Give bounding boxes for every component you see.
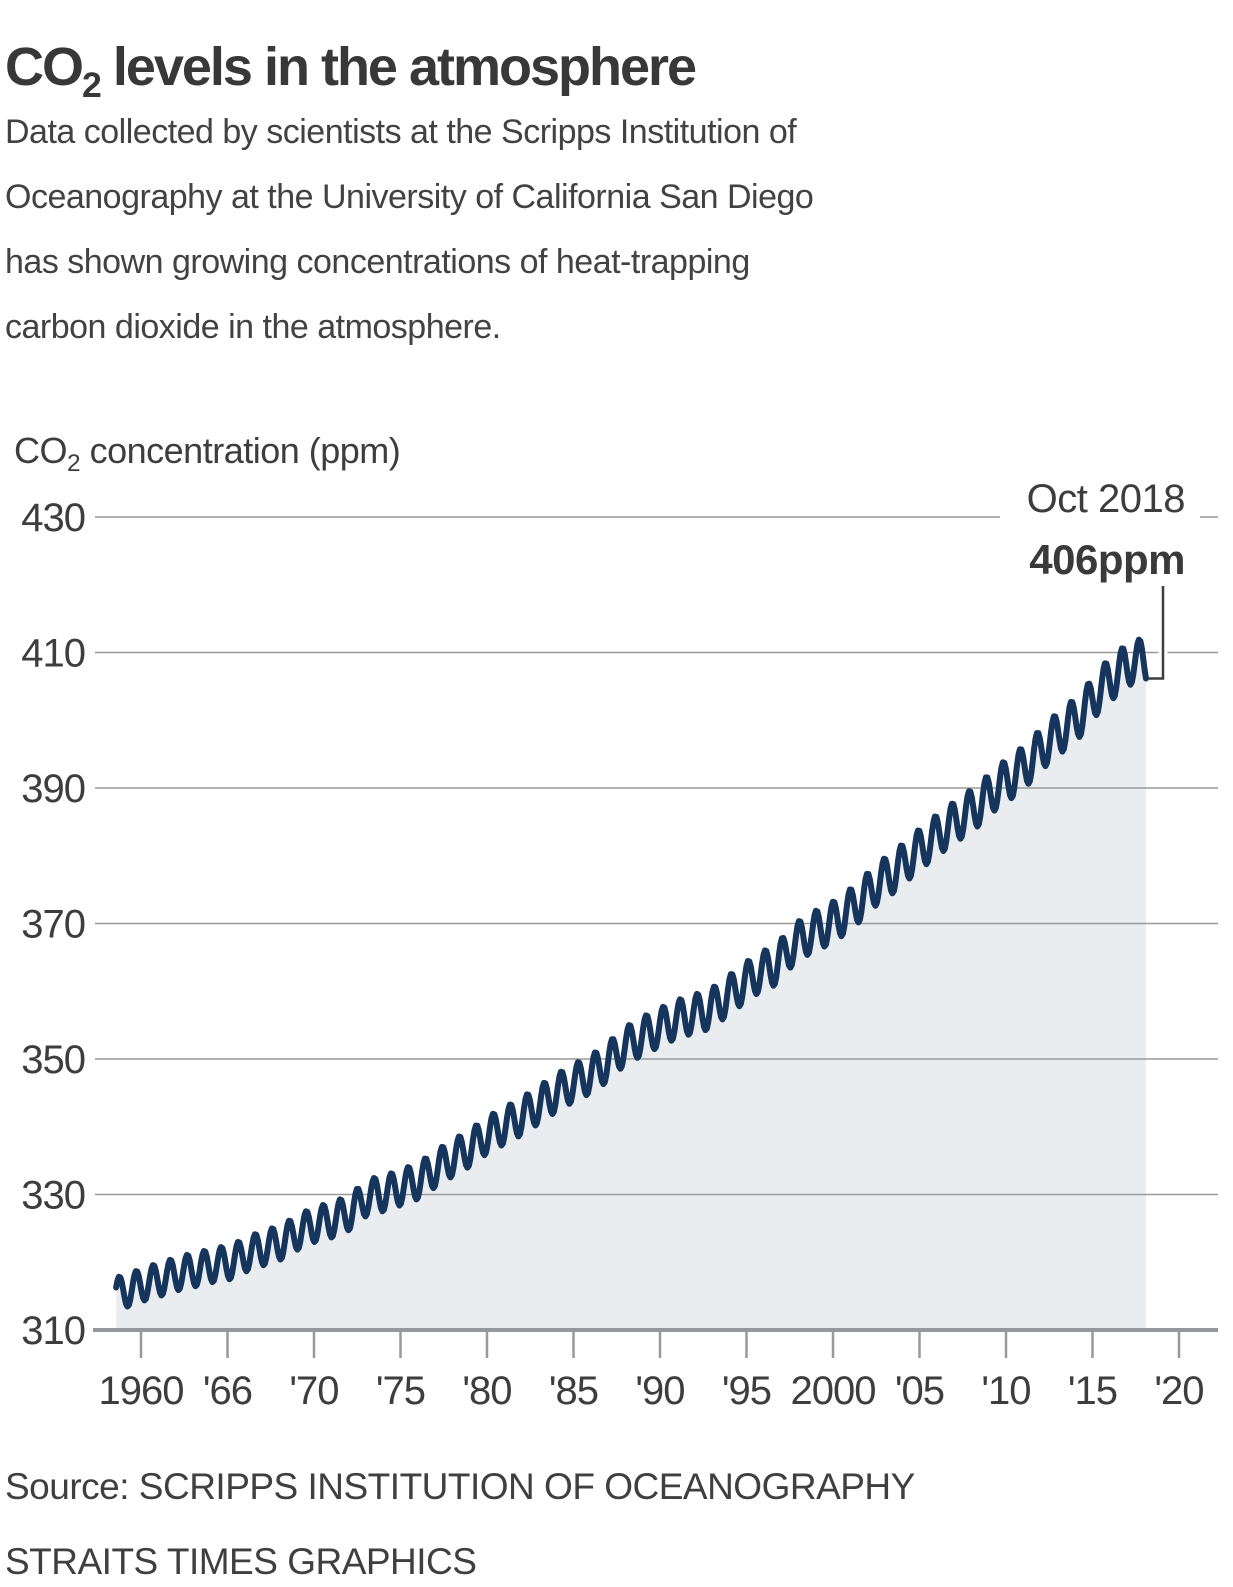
x-tick-label: '90 bbox=[635, 1369, 684, 1413]
y-tick-label: 430 bbox=[21, 496, 85, 540]
y-tick-label: 410 bbox=[21, 632, 85, 676]
axis-title-subscript: 2 bbox=[67, 450, 81, 478]
axis-title-text: CO bbox=[14, 430, 68, 471]
annotation-value: 406ppm bbox=[1029, 536, 1185, 583]
x-tick-label: '10 bbox=[981, 1369, 1030, 1413]
title-text-rest: levels in the atmosphere bbox=[99, 37, 697, 98]
y-tick-label: 310 bbox=[21, 1309, 85, 1353]
y-tick-label: 370 bbox=[21, 903, 85, 947]
x-tick-label: '70 bbox=[289, 1369, 338, 1413]
y-tick-label: 330 bbox=[21, 1174, 85, 1218]
annotation-date: Oct 2018 bbox=[1027, 477, 1185, 521]
x-axis-ticks-labels: 1960 '66 '70 '75 '80 '85 '90 '95 2000 '05 '10 '15 '2… bbox=[99, 1332, 1205, 1413]
annotation-group: Oct 2018 406ppm bbox=[1000, 468, 1200, 681]
x-tick-label: 1960 bbox=[99, 1369, 184, 1413]
title-text: CO bbox=[5, 37, 84, 98]
description-line: has shown growing concentrations of heat… bbox=[5, 243, 750, 281]
gridlines-group bbox=[93, 516, 1218, 1332]
annotation-callout-line bbox=[1148, 586, 1165, 680]
title-subscript: 2 bbox=[82, 64, 102, 105]
x-tick-label: '80 bbox=[462, 1369, 511, 1413]
x-tick-label: '05 bbox=[895, 1369, 944, 1413]
x-tick-label: 2000 bbox=[791, 1369, 876, 1413]
y-tick-label: 390 bbox=[21, 767, 85, 811]
co2-line bbox=[113, 636, 1149, 1310]
y-axis-title: CO2 concentration (ppm) bbox=[14, 430, 401, 478]
description-line: Data collected by scientists at the Scri… bbox=[5, 113, 797, 151]
x-tick-label: '20 bbox=[1154, 1369, 1203, 1413]
series-line-group bbox=[113, 636, 1149, 1310]
x-tick-label: '15 bbox=[1068, 1369, 1117, 1413]
credit-text: STRAITS TIMES GRAPHICS bbox=[5, 1541, 477, 1582]
source-text: Source: SCRIPPS INSTITUTION OF OCEANOGRA… bbox=[5, 1466, 915, 1507]
description-line: carbon dioxide in the atmosphere. bbox=[5, 308, 501, 346]
x-tick-label: '75 bbox=[376, 1369, 425, 1413]
x-tick-label: '95 bbox=[722, 1369, 771, 1413]
y-axis-labels: 310 330 350 370 390 410 430 bbox=[21, 496, 86, 1353]
axis-title-text-rest: concentration (ppm) bbox=[80, 430, 401, 471]
co2-area-fill bbox=[116, 639, 1147, 1329]
description-line: Oceanography at the University of Califo… bbox=[5, 178, 814, 216]
series-area-group bbox=[116, 639, 1147, 1329]
annotation-backplate bbox=[1000, 468, 1200, 581]
x-tick-label: '66 bbox=[203, 1369, 252, 1413]
y-tick-label: 350 bbox=[21, 1038, 85, 1082]
chart-description: Data collected by scientists at the Scri… bbox=[5, 100, 814, 360]
page-title: CO2 levels in the atmosphere bbox=[5, 36, 697, 106]
x-tick-label: '85 bbox=[549, 1369, 598, 1413]
